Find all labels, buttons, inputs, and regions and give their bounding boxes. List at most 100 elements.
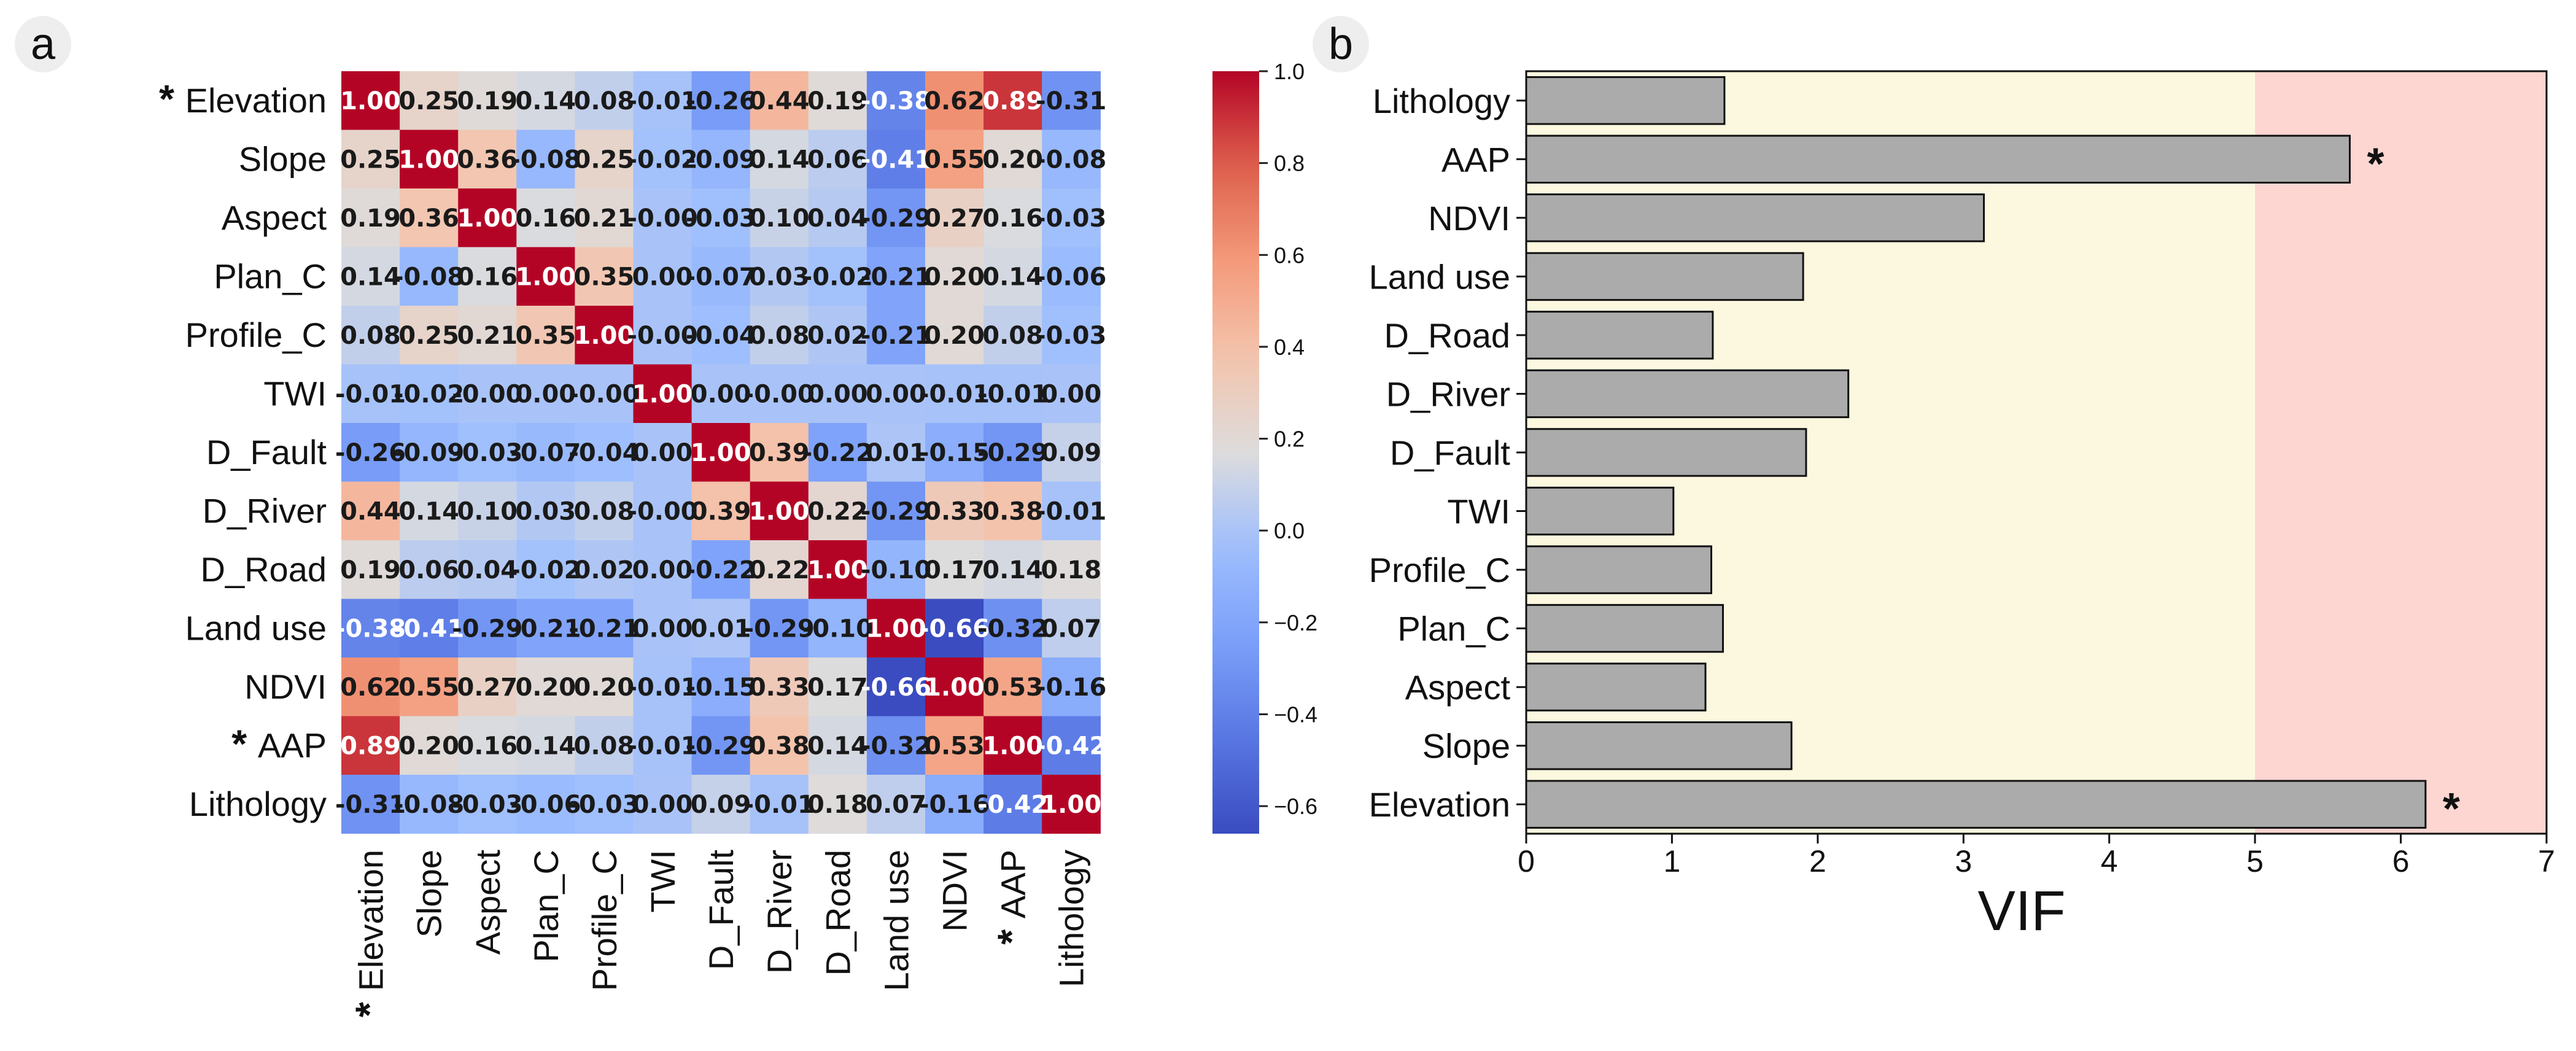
heatmap-value: -0.01 <box>335 380 406 408</box>
heatmap-cell <box>866 716 926 775</box>
vif-category-label: Aspect <box>1405 668 1511 707</box>
vif-category-labels: Lithology AAP NDVI Land use D_Road D_River D_F… <box>1369 82 1526 824</box>
heatmap-cell <box>458 71 517 131</box>
vif-bar <box>1525 545 1712 594</box>
heatmap-value: -0.02 <box>802 263 873 291</box>
heatmap-value: 0.33 <box>749 673 810 702</box>
heatmap-cell <box>925 716 984 775</box>
heatmap-value: 0.14 <box>398 497 459 526</box>
heatmap-cell <box>516 657 575 717</box>
heatmap-value: 0.27 <box>457 673 518 702</box>
column-label-text: Plan_C <box>527 850 565 963</box>
heatmap-value: -0.03 <box>568 791 639 819</box>
heatmap-cell <box>866 657 926 717</box>
heatmap-value: -0.15 <box>919 439 990 467</box>
heatmap-cell <box>808 599 867 658</box>
heatmap-cell <box>400 247 459 306</box>
heatmap-value: -0.07 <box>685 263 756 291</box>
heatmap-value: -0.10 <box>802 615 873 643</box>
vif-category-label: Land use <box>1369 257 1510 296</box>
heatmap-cell <box>458 716 517 775</box>
heatmap-cell <box>983 775 1042 834</box>
vif-category-label: AAP <box>1441 140 1510 179</box>
heatmap-value: -0.01 <box>627 87 697 115</box>
heatmap-cell <box>341 716 400 775</box>
heatmap-value: 0.00 <box>632 439 693 467</box>
heatmap-cell <box>1042 599 1101 658</box>
vif-x-tick-label: 0 <box>1518 844 1535 878</box>
heatmap-cell <box>691 716 751 775</box>
heatmap-value: 0.16 <box>982 204 1043 233</box>
heatmap-value: 0.07 <box>866 791 926 819</box>
heatmap-value: -0.10 <box>861 556 931 584</box>
heatmap-cell <box>1042 306 1101 365</box>
heatmap-value: -0.29 <box>861 497 931 526</box>
vif-category-label: Plan_C <box>1397 610 1510 648</box>
heatmap-value: 1.00 <box>691 439 751 467</box>
heatmap-cell <box>866 306 926 365</box>
heatmap-value: 0.14 <box>515 87 576 115</box>
heatmap-value: 0.14 <box>340 263 401 291</box>
colorbar-tick-label: −0.6 <box>1274 794 1317 819</box>
heatmap-cell <box>1042 247 1101 306</box>
heatmap-cell <box>341 481 400 541</box>
heatmap-value: 1.00 <box>866 615 926 643</box>
vif-category-label: TWI <box>1447 492 1510 531</box>
panel-b-label: b <box>1329 20 1353 69</box>
heatmap-cell <box>750 247 809 306</box>
heatmap-value: -0.01 <box>919 380 990 408</box>
heatmap-cell <box>516 481 575 541</box>
heatmap-cell <box>458 775 517 834</box>
heatmap-cell <box>750 657 809 717</box>
vif-x-tick-label: 4 <box>2101 844 2118 878</box>
heatmap-cell <box>458 306 517 365</box>
heatmap-value: -0.00 <box>627 322 697 350</box>
heatmap-value: 0.07 <box>1041 615 1101 643</box>
heatmap-cell <box>866 599 926 658</box>
heatmap-value: -0.03 <box>1036 322 1106 350</box>
heatmap-cell <box>1042 71 1101 131</box>
vif-x-tick-label: 2 <box>1809 844 1826 878</box>
heatmap-cell <box>925 247 984 306</box>
heatmap-value: -0.16 <box>919 791 990 819</box>
heatmap-value: 0.00 <box>807 380 868 408</box>
heatmap-value: 0.19 <box>457 87 518 115</box>
heatmap-value: -0.29 <box>452 615 522 643</box>
star-marker: * <box>990 918 1034 945</box>
heatmap-cell <box>341 775 400 834</box>
heatmap-cell <box>1042 481 1101 541</box>
vif-category-label: Profile_C <box>1369 551 1510 589</box>
heatmap-cells <box>341 71 1101 834</box>
heatmap-row-label: Slope <box>239 139 327 178</box>
heatmap-value: 0.03 <box>515 497 576 526</box>
heatmap-value: -0.16 <box>1036 673 1106 702</box>
heatmap-cell <box>808 247 867 306</box>
colorbar-tick-label: 0.6 <box>1274 242 1305 268</box>
heatmap-cell <box>633 247 692 306</box>
vif-bar <box>1525 193 1985 242</box>
heatmap-cell <box>341 599 400 658</box>
colorbar: 1.0 0.8 0.6 0.4 0.2 0.0 −0.2 −0.4 −0.6 <box>1212 59 1317 834</box>
heatmap-value: 1.00 <box>982 732 1043 760</box>
heatmap-column-labels: * Elevation Slope Aspect Plan_C Profile_C TWI… <box>347 850 1091 1018</box>
heatmap-value: -0.66 <box>919 615 990 643</box>
heatmap-values: 1.000.250.190.140.08-0.01-0.260.440.19-0… <box>335 87 1106 819</box>
column-label-text: Elevation <box>352 850 390 991</box>
heatmap-value: 0.01 <box>691 615 751 643</box>
heatmap-cell <box>633 71 692 131</box>
vif-x-tick-label: 1 <box>1663 844 1680 878</box>
colorbar-bar <box>1212 71 1259 834</box>
heatmap-cell <box>400 71 459 131</box>
heatmap-cell <box>575 364 634 424</box>
heatmap-cell <box>691 599 751 658</box>
heatmap-value: -0.66 <box>861 673 931 702</box>
heatmap-value: 1.00 <box>574 322 635 350</box>
heatmap-cell <box>691 130 751 189</box>
heatmap-cell <box>575 423 634 483</box>
heatmap-cell <box>400 540 459 600</box>
heatmap-value: 0.14 <box>515 732 576 760</box>
heatmap-value: 0.38 <box>749 732 810 760</box>
vif-category-label: NDVI <box>1428 199 1510 238</box>
vif-x-tick-label: 7 <box>2538 844 2555 878</box>
heatmap-row-label: D_Road <box>201 550 327 589</box>
